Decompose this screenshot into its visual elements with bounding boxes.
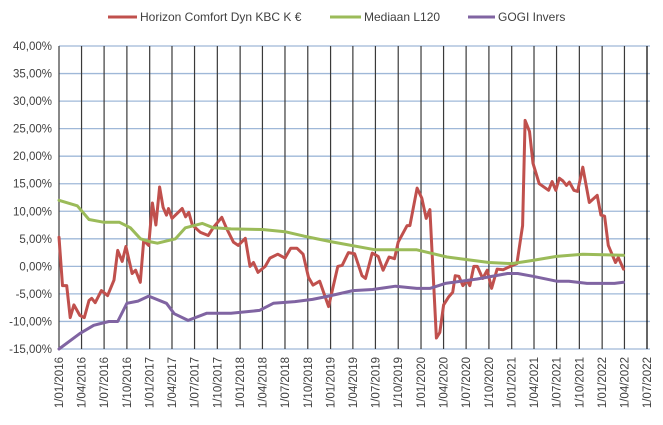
y-axis-labels: 40,00% 35,00% 30,00% 25,00% 20,00% 15,00% 10,0…: [9, 41, 52, 356]
x-tick-label: 1/10/2019: [393, 357, 405, 408]
x-tick-label: 1/01/2019: [326, 357, 338, 408]
x-tick-label: 1/04/2021: [529, 357, 541, 408]
horizontal-gridlines: [59, 45, 650, 350]
x-tick-label: 1/07/2022: [642, 357, 654, 408]
series-line-0: [57, 118, 625, 340]
y-tick-label: 25,00%: [13, 124, 52, 136]
y-tick-label: 40,00%: [13, 41, 52, 53]
x-tick-label: 1/04/2019: [348, 357, 360, 408]
series-line-2: [57, 272, 625, 351]
x-tick-label: 1/01/2017: [145, 357, 157, 408]
y-tick-label: -15,00%: [9, 344, 52, 356]
y-tick-label: 30,00%: [13, 96, 52, 108]
x-tick-label: 1/07/2021: [552, 357, 564, 408]
legend-label: Mediaan L120: [364, 10, 440, 24]
y-tick-label: 10,00%: [13, 206, 52, 218]
series-lines: [57, 118, 625, 351]
x-tick-label: 1/10/2020: [484, 357, 496, 408]
legend-label: GOGI Invers: [498, 10, 565, 24]
x-tick-label: 1/04/2020: [439, 357, 451, 408]
x-tick-label: 1/07/2017: [190, 357, 202, 408]
x-tick-label: 1/01/2018: [235, 357, 247, 408]
y-tick-label: 5,00%: [19, 234, 52, 246]
x-tick-label: 1/04/2018: [257, 357, 269, 408]
series-line-1: [57, 198, 625, 266]
x-tick-label: 1/04/2017: [167, 357, 179, 408]
y-tick-label: 15,00%: [13, 179, 52, 191]
y-tick-label: 0,00%: [19, 261, 52, 273]
x-tick-label: 1/07/2018: [280, 357, 292, 408]
x-tick-label: 1/10/2018: [303, 357, 315, 408]
vertical-gridlines: [58, 46, 648, 349]
x-tick-label: 1/04/2022: [619, 357, 631, 408]
x-tick-label: 1/07/2019: [370, 357, 382, 408]
x-tick-label: 1/07/2020: [461, 357, 473, 408]
y-tick-label: 20,00%: [13, 151, 52, 163]
y-tick-label: -5,00%: [16, 289, 52, 301]
legend-label: Horizon Comfort Dyn KBC K €: [140, 10, 302, 24]
y-tick-label: 35,00%: [13, 69, 52, 81]
x-tick-label: 1/01/2016: [54, 357, 66, 408]
x-axis-labels: 1/01/2016 1/04/2016 1/07/2016 1/10/2016 1/01…: [54, 357, 654, 408]
x-tick-label: 1/01/2021: [507, 357, 519, 408]
x-tick-label: 1/10/2021: [574, 357, 586, 408]
x-tick-label: 1/07/2016: [99, 357, 111, 408]
y-tick-label: -10,00%: [9, 316, 52, 328]
x-tick-label: 1/01/2022: [597, 357, 609, 408]
legend: Horizon Comfort Dyn KBC K € Mediaan L120 G…: [108, 10, 565, 24]
x-tick-label: 1/04/2016: [77, 357, 89, 408]
x-tick-label: 1/01/2020: [416, 357, 428, 408]
x-tick-label: 1/10/2017: [212, 357, 224, 408]
x-tick-label: 1/10/2016: [122, 357, 134, 408]
